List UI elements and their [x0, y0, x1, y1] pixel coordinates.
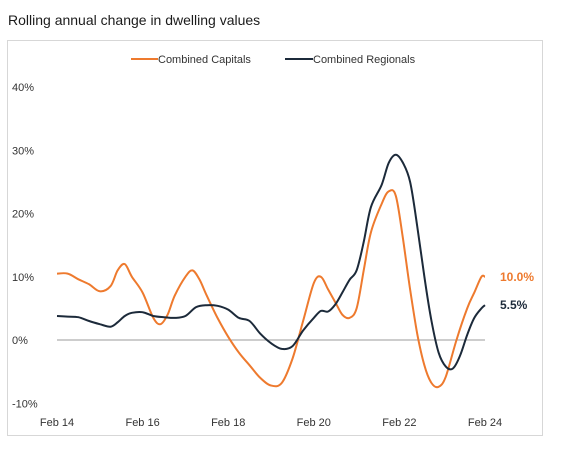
y-tick-label: 0%: [12, 335, 28, 347]
x-tick-label: Feb 22: [382, 417, 416, 429]
x-tick-label: Feb 14: [40, 417, 74, 429]
chart-series: [56, 153, 486, 389]
x-axis-ticks: Feb 14 Feb 16 Feb 18 Feb 20 Feb 22 Feb 24: [40, 417, 502, 429]
y-tick-label: -10%: [12, 398, 38, 410]
chart-legend: Combined Capitals Combined Regionals: [131, 54, 416, 66]
legend-label-combined-regionals: Combined Regionals: [313, 54, 416, 66]
y-axis-ticks: 40% 30% 20% 10% 0% -10%: [12, 82, 38, 410]
x-tick-label: Feb 16: [125, 417, 159, 429]
y-tick-label: 40%: [12, 82, 34, 94]
y-tick-label: 10%: [12, 272, 34, 284]
series-end-labels: 10.0% 5.5%: [500, 270, 534, 312]
y-tick-label: 20%: [12, 209, 34, 221]
x-tick-label: Feb 18: [211, 417, 245, 429]
series-line-combined-regionals: [56, 153, 486, 371]
chart-title: Rolling annual change in dwelling values: [8, 12, 261, 28]
x-tick-label: Feb 20: [297, 417, 331, 429]
series-line-combined-capitals: [56, 189, 486, 389]
legend-label-combined-capitals: Combined Capitals: [158, 54, 251, 66]
chart-frame: [7, 40, 543, 436]
end-label-combined-capitals: 10.0%: [500, 270, 534, 284]
end-label-combined-regionals: 5.5%: [500, 298, 528, 312]
x-tick-label: Feb 24: [468, 417, 502, 429]
y-tick-label: 30%: [12, 145, 34, 157]
